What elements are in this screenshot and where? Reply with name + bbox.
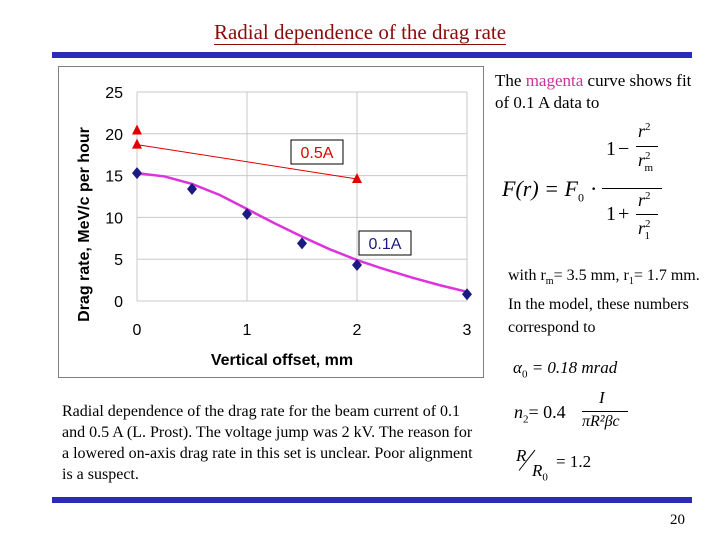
top-rule [52,52,692,58]
triangle-marker [352,172,362,183]
diamond-marker [462,288,472,301]
eq-lhs: F(r) = F0 · [502,176,598,205]
bottom-rule [52,497,692,503]
eq-main-fracline [602,188,662,189]
figure-caption: Radial dependence of the drag rate for t… [62,403,473,483]
eq-den-one: 1 + [606,203,630,225]
r-ratio-rhs: = 1.2 [556,452,592,471]
x-axis-label: Vertical offset, mm [211,352,353,369]
fit-text-b: curve shows fit of 0.1 A data to [495,71,692,112]
diamond-marker [132,167,142,180]
series-line-0.5A [136,144,358,180]
y-tick-label: 0 [114,294,123,311]
eq-num-rm: r2m [638,150,654,174]
eq-den-r1: r21 [638,218,651,242]
model-description: with rm= 3.5 mm, r1= 1.7 mm. In the mode… [508,267,700,337]
triangle-marker [132,138,142,149]
slide-title: Radial dependence of the drag rate [0,20,720,45]
x-tick-label: 2 [353,322,362,339]
eq-den-r: r2 [638,190,651,210]
diamond-marker [297,237,307,250]
y-tick-label: 10 [105,210,123,227]
y-tick-label: 25 [105,85,123,102]
triangle-marker [132,124,142,135]
eq-den-fracline [636,214,658,215]
series-label: 0.5A [301,145,334,162]
fit-text-a: The [495,71,526,90]
r-ratio-num: R [516,446,527,465]
diamond-marker [242,208,252,221]
fit-curve [136,171,468,294]
fit-text-magenta: magenta [525,71,584,90]
n2-denominator: πR²βc [582,413,620,430]
diamond-marker [187,182,197,195]
y-tick-label: 15 [105,169,123,186]
x-tick-label: 3 [463,322,472,339]
alpha-equation: α0 = 0.18 mrad [513,358,618,381]
y-axis-label: Drag rate, MeV/c per hour [76,127,93,322]
diamond-marker [352,259,362,272]
n2-numerator: I [599,388,605,407]
chart-frame: 0 5 10 15 20 25 0 1 2 3 Vertical offset, mm Drag ra… [58,66,484,378]
n2-fracline [582,411,628,412]
n2-lhs: n2= 0.4 [514,402,566,426]
series-label-box [290,139,344,165]
drag-rate-chart: 0 5 10 15 20 25 0 1 2 3 Vertical offset, mm Drag ra… [76,85,472,369]
slide-title-text: Radial dependence of the drag rate [213,20,507,45]
eq-num-fracline [636,146,658,147]
x-tick-label: 0 [133,322,142,339]
fit-description: The magenta curve shows fit of 0.1 A dat… [495,70,695,114]
eq-num-one: 1− [606,138,630,160]
page-number: 20 [670,512,685,528]
series-label-box [358,230,412,256]
y-tick-label: 5 [114,252,123,269]
r-ratio-den: R0 [532,461,548,484]
series-label: 0.1A [369,236,402,253]
eq-num-r: r2 [638,121,651,141]
y-tick-label: 20 [105,127,123,144]
x-tick-label: 1 [243,322,252,339]
